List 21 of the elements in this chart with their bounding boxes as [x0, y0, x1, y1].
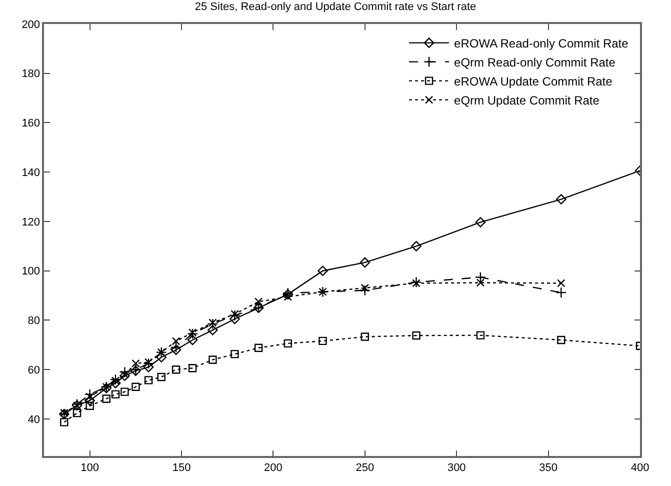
x-tick-label: 300: [447, 462, 466, 474]
legend-label: eQrm Read-only Commit Rate: [454, 56, 616, 70]
chart-title: 25 Sites, Read-only and Update Commit rate vs Start rate: [194, 1, 476, 14]
y-tick-label: 60: [28, 364, 40, 376]
x-tick-label: 250: [356, 462, 374, 474]
legend-label: eQrm Update Commit Rate: [454, 94, 600, 108]
x-tick-label: 400: [630, 462, 650, 474]
y-tick-label: 200: [22, 18, 40, 31]
x-tick-label: 200: [264, 462, 282, 474]
legend-label: eROWA Update Commit Rate: [454, 74, 613, 88]
y-tick-label: 120: [22, 216, 40, 228]
y-tick-label: 40: [28, 414, 40, 426]
y-tick-label: 100: [22, 266, 40, 278]
legend-label: eROWA Read-only Commit Rate: [454, 36, 629, 50]
y-tick-label: 140: [22, 166, 40, 179]
x-tick-label: 100: [80, 462, 100, 474]
y-tick-label: 180: [22, 68, 40, 80]
y-tick-label: 160: [22, 118, 40, 130]
x-tick-label: 150: [172, 462, 191, 474]
x-tick-label: 350: [539, 462, 558, 474]
y-tick-label: 80: [28, 315, 40, 328]
